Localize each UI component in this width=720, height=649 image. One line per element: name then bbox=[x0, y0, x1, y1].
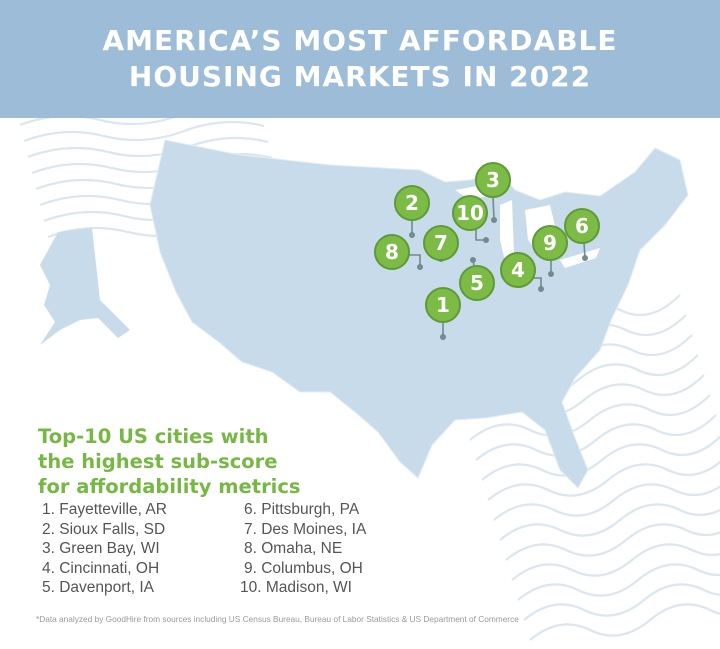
marker-number: 4 bbox=[511, 258, 525, 282]
marker-circle bbox=[394, 185, 430, 221]
marker-number: 10 bbox=[456, 201, 484, 225]
list-item: 8. Omaha, NE bbox=[244, 540, 343, 557]
list-heading-line: Top-10 US cities with bbox=[38, 425, 269, 448]
list-item: 3. Green Bay, WI bbox=[42, 540, 160, 557]
marker-location-dot bbox=[470, 257, 476, 263]
great-lakes bbox=[455, 182, 600, 268]
map-marker-9: 9 bbox=[532, 225, 568, 277]
map-marker-8: 8 bbox=[374, 234, 423, 270]
map-marker-2: 2 bbox=[394, 185, 430, 238]
marker-number: 5 bbox=[470, 271, 484, 295]
list-item: 6. Pittsburgh, PA bbox=[244, 501, 360, 518]
marker-number: 1 bbox=[436, 293, 450, 317]
marker-circle bbox=[423, 225, 459, 261]
marker-number: 6 bbox=[575, 214, 589, 238]
marker-number: 8 bbox=[385, 240, 399, 264]
marker-location-dot bbox=[417, 264, 423, 270]
marker-circle bbox=[374, 234, 410, 270]
marker-location-dot bbox=[483, 237, 489, 243]
map-marker-6: 6 bbox=[564, 208, 600, 261]
marker-location-dot bbox=[582, 255, 588, 261]
footnote: *Data analyzed by GoodHire from sources … bbox=[36, 614, 519, 624]
wave-line bbox=[23, 120, 265, 143]
wave-line bbox=[481, 435, 720, 481]
wave-line bbox=[523, 583, 720, 621]
map-marker-5: 5 bbox=[459, 257, 495, 301]
list-item: 10. Madison, WI bbox=[240, 579, 352, 596]
list-item: 9. Columbus, OH bbox=[244, 559, 363, 577]
title-line-1: AMERICA’S MOST AFFORDABLE bbox=[102, 24, 618, 57]
marker-location-dot bbox=[409, 232, 415, 238]
marker-number: 3 bbox=[486, 168, 500, 192]
marker-location-dot bbox=[538, 286, 544, 292]
city-list-right: 6. Pittsburgh, PA 7. Des Moines, IA 8. O… bbox=[240, 500, 366, 598]
marker-location-dot bbox=[548, 271, 554, 277]
map-marker-3: 3 bbox=[475, 162, 511, 223]
marker-circle bbox=[425, 287, 461, 323]
marker-circle bbox=[452, 195, 488, 231]
list-item: 2. Sioux Falls, SD bbox=[42, 520, 166, 538]
alaska-shape bbox=[40, 228, 130, 345]
marker-leader-line bbox=[409, 254, 421, 267]
wave-line bbox=[469, 394, 711, 441]
list-heading-line: for affordability metrics bbox=[38, 475, 301, 498]
marker-circle bbox=[564, 208, 600, 244]
wave-line bbox=[487, 460, 720, 501]
wave-line bbox=[475, 414, 717, 461]
wave-line bbox=[27, 136, 269, 159]
wave-line bbox=[505, 523, 720, 561]
list-heading-line: the highest sub-score bbox=[38, 450, 278, 473]
list-item: 7. Des Moines, IA bbox=[244, 520, 367, 538]
marker-leader-line bbox=[475, 229, 486, 241]
list-heading: Top-10 US cities with the highest sub-sc… bbox=[38, 424, 301, 499]
map-marker-4: 4 bbox=[500, 252, 544, 292]
marker-location-dot bbox=[491, 217, 497, 223]
marker-circle bbox=[475, 162, 511, 198]
city-list-left: 1. Fayetteville, AR 2. Sioux Falls, SD 3… bbox=[42, 500, 167, 598]
list-item: 4. Cincinnati, OH bbox=[42, 559, 160, 577]
wave-line bbox=[511, 543, 720, 581]
map-marker-7: 7 bbox=[423, 225, 459, 262]
list-item: 1. Fayetteville, AR bbox=[42, 501, 167, 518]
marker-circle bbox=[459, 265, 495, 301]
wave-line bbox=[529, 603, 720, 641]
map-marker-1: 1 bbox=[425, 287, 461, 340]
marker-circle bbox=[500, 252, 536, 288]
marker-leader-line bbox=[492, 196, 495, 221]
wave-line bbox=[493, 483, 720, 521]
wave-line bbox=[517, 563, 720, 601]
marker-number: 7 bbox=[434, 231, 448, 255]
wave-line bbox=[499, 503, 720, 541]
marker-location-dot bbox=[440, 334, 446, 340]
marker-number: 9 bbox=[543, 231, 557, 255]
map-marker-10: 10 bbox=[452, 195, 489, 243]
marker-circle bbox=[532, 225, 568, 261]
marker-number: 2 bbox=[405, 191, 419, 215]
marker-leader-line bbox=[532, 277, 542, 289]
title-banner: AMERICA’S MOST AFFORDABLE HOUSING MARKET… bbox=[0, 0, 720, 118]
title-line-2: HOUSING MARKETS IN 2022 bbox=[128, 60, 592, 93]
list-item: 5. Davenport, IA bbox=[42, 579, 155, 596]
